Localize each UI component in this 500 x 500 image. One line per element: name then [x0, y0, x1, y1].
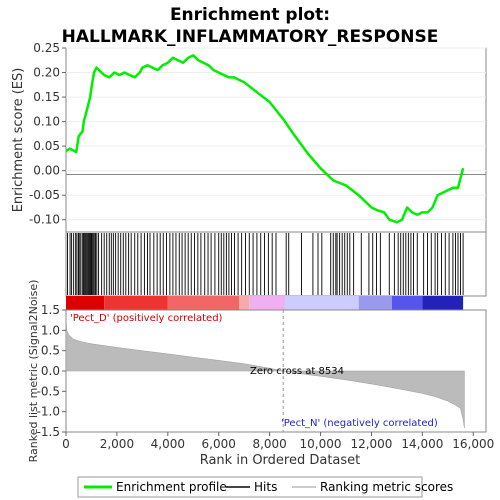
es-series-group: [65, 54, 465, 224]
color-bar-segment: [391, 296, 423, 310]
x-tick-label: 2,000: [100, 437, 134, 451]
es-y-tick-label: 0.10: [33, 115, 60, 129]
x-tick-label: 10,000: [300, 437, 342, 451]
chart-title-line-1: Enrichment plot:: [170, 5, 330, 25]
x-tick-label: 8,000: [252, 437, 286, 451]
es-y-tick-label: -0.05: [29, 188, 60, 202]
metric-y-tick-label: 0.5: [41, 344, 60, 358]
color-bar-segment: [284, 296, 359, 310]
metric-y-axis-ticks: -1.5 -1.0 -0.5 0.0 0.5 1.0 1.5: [37, 303, 66, 439]
enrichment-profile-line: [65, 54, 465, 224]
es-panel-frame: [65, 47, 487, 233]
metric-y-tick-label: 1.5: [41, 303, 60, 317]
legend-label-hits: Hits: [254, 480, 277, 494]
es-y-tick-label: -0.10: [29, 213, 60, 227]
es-y-axis-title: Enrichment score (ES): [11, 68, 26, 213]
x-tick-label: 14,000: [401, 437, 443, 451]
legend-label-enrichment: Enrichment profile: [116, 480, 227, 494]
hits-group: [67, 233, 464, 295]
es-y-tick-label: 0.20: [33, 66, 60, 80]
metric-y-tick-label: -1.5: [37, 425, 60, 439]
color-bar-segment: [66, 296, 105, 310]
zero-cross-label: Zero cross at 8534: [250, 366, 344, 377]
metric-y-tick-label: 1.0: [41, 323, 60, 337]
legend-label-ranking: Ranking metric scores: [320, 480, 453, 494]
es-y-tick-label: 0.05: [33, 139, 60, 153]
negative-correlation-label: 'Pect_N' (negatively correlated): [281, 418, 438, 429]
metric-y-tick-label: 0.0: [41, 364, 60, 378]
x-tick-label: 0: [62, 437, 70, 451]
es-y-tick-label: 0.25: [33, 41, 60, 55]
color-bar-segment: [239, 296, 250, 310]
color-bar-segment: [167, 296, 240, 310]
x-axis-title: Rank in Ordered Dataset: [200, 453, 361, 468]
color-bar-segment: [422, 296, 464, 310]
es-y-tick-label: 0.15: [33, 90, 60, 104]
es-gridlines: [66, 47, 486, 221]
x-tick-label: 4,000: [151, 437, 185, 451]
x-axis-ticks: 0 2,000 4,000 6,000 8,000 10,000 12,000 14,000 1…: [62, 432, 494, 451]
es-y-tick-label: 0.00: [33, 164, 60, 178]
x-tick-label: 6,000: [202, 437, 236, 451]
positive-correlation-label: 'Pect_D' (positively correlated): [70, 313, 223, 324]
x-tick-label: 12,000: [350, 437, 392, 451]
metric-y-axis-title: Ranked list metric (Signal2Noise): [27, 280, 40, 463]
es-y-axis-ticks: -0.10 -0.05 0.00 0.05 0.10 0.15 0.20 0.25: [29, 41, 66, 227]
metric-y-tick-label: -0.5: [37, 384, 60, 398]
chart-title-line-2: HALLMARK_INFLAMMATORY_RESPONSE: [62, 27, 439, 47]
color-bar-segment: [104, 296, 168, 310]
metric-y-tick-label: -1.0: [37, 405, 60, 419]
color-bar-segment: [249, 296, 285, 310]
color-bar-segment: [358, 296, 392, 310]
x-tick-label: 16,000: [452, 437, 494, 451]
rank-color-bar: [66, 296, 464, 310]
